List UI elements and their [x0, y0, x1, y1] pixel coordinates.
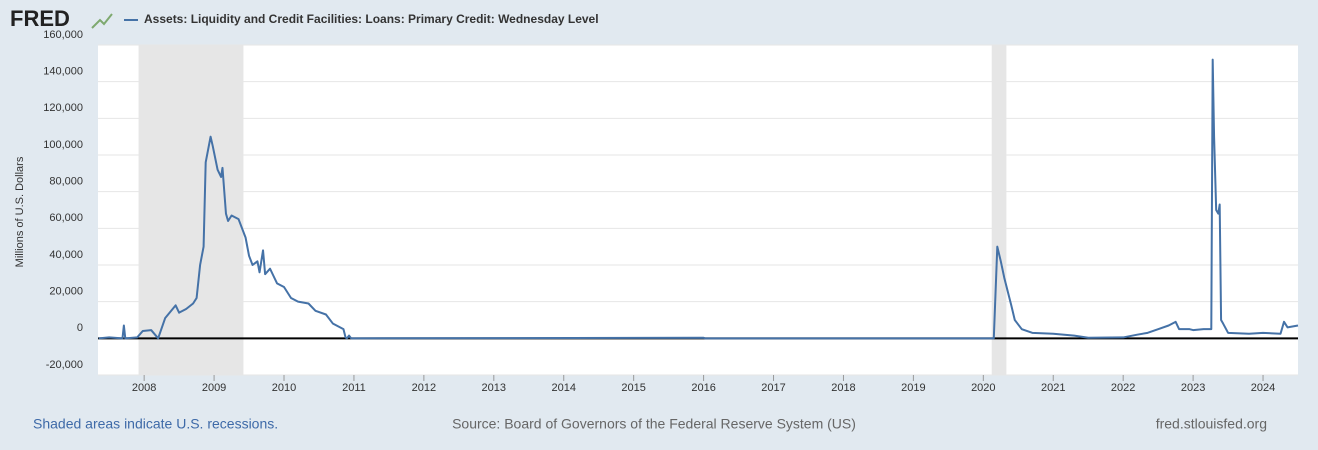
- x-tick-label: 2019: [901, 382, 925, 394]
- x-tick-label: 2024: [1251, 382, 1275, 394]
- y-tick-label: 140,000: [43, 66, 83, 78]
- x-tick-label: 2008: [132, 382, 156, 394]
- y-tick-label: -20,000: [46, 359, 83, 371]
- series-line: [98, 58, 1299, 340]
- y-tick-label: 0: [77, 322, 83, 334]
- footer-site: fred.stlouisfed.org: [1156, 416, 1267, 432]
- x-tick-label: 2017: [761, 382, 785, 394]
- x-tick-label: 2013: [482, 382, 506, 394]
- x-tick-label: 2022: [1111, 382, 1135, 394]
- x-tick-label: 2009: [202, 382, 226, 394]
- y-tick-label: 20,000: [49, 286, 83, 298]
- legend-entry: Assets: Liquidity and Credit Facilities:…: [144, 12, 599, 26]
- recession-band: [138, 45, 244, 375]
- y-tick-label: 160,000: [43, 29, 83, 41]
- y-tick-label: 120,000: [43, 102, 83, 114]
- plot-area: [98, 45, 1298, 375]
- y-axis-label: Millions of U.S. Dollars: [14, 156, 26, 267]
- y-tick-label: 100,000: [43, 139, 83, 151]
- y-tick-label: 40,000: [49, 249, 83, 261]
- x-tick-label: 2020: [971, 382, 995, 394]
- x-tick-label: 2010: [272, 382, 296, 394]
- logo: FRED: [10, 6, 70, 31]
- logo-icon: [91, 13, 113, 29]
- x-tick-label: 2012: [412, 382, 436, 394]
- x-tick-label: 2014: [551, 382, 575, 394]
- x-tick-label: 2016: [691, 382, 715, 394]
- x-tick-label: 2021: [1041, 382, 1065, 394]
- y-tick-label: 80,000: [49, 176, 83, 188]
- x-tick-label: 2011: [342, 382, 366, 394]
- footer-source: Source: Board of Governors of the Federa…: [452, 416, 856, 432]
- x-tick-label: 2023: [1181, 382, 1205, 394]
- footer-note: Shaded areas indicate U.S. recessions.: [33, 416, 278, 432]
- x-tick-label: 2018: [831, 382, 855, 394]
- x-tick-label: 2015: [621, 382, 645, 394]
- y-tick-label: 60,000: [49, 212, 83, 224]
